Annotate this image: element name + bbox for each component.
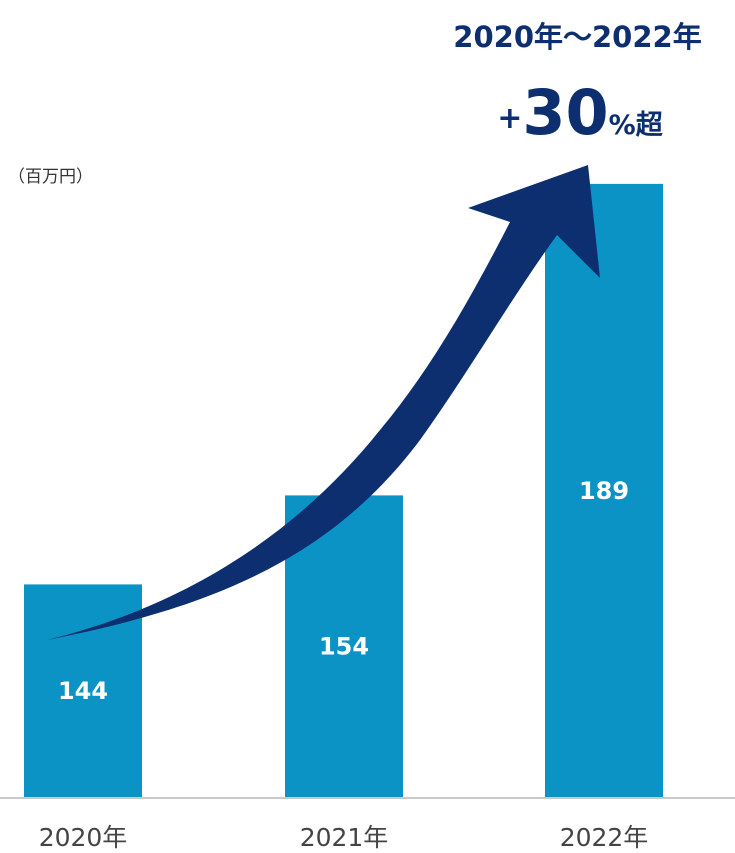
growth-number: 30 [522, 76, 609, 149]
x-tick-label: 2022年 [560, 823, 649, 852]
growth-callout: +30%超 [430, 82, 730, 144]
bar-value-label: 144 [58, 677, 108, 705]
bar-value-label: 154 [319, 633, 369, 661]
x-tick-label: 2021年 [300, 823, 389, 852]
unit-label: （百万円） [8, 167, 93, 187]
x-tick-label: 2020年 [39, 823, 128, 852]
growth-sign: + [497, 101, 523, 136]
bar-2022年 [545, 183, 663, 798]
growth-period-title: 2020年～2022年 [453, 20, 702, 54]
growth-suffix: %超 [608, 110, 663, 141]
bar-value-label: 189 [579, 477, 629, 505]
x-axis-labels: 2020年 2021年 2022年 [39, 823, 649, 852]
growth-arrow [47, 165, 600, 640]
